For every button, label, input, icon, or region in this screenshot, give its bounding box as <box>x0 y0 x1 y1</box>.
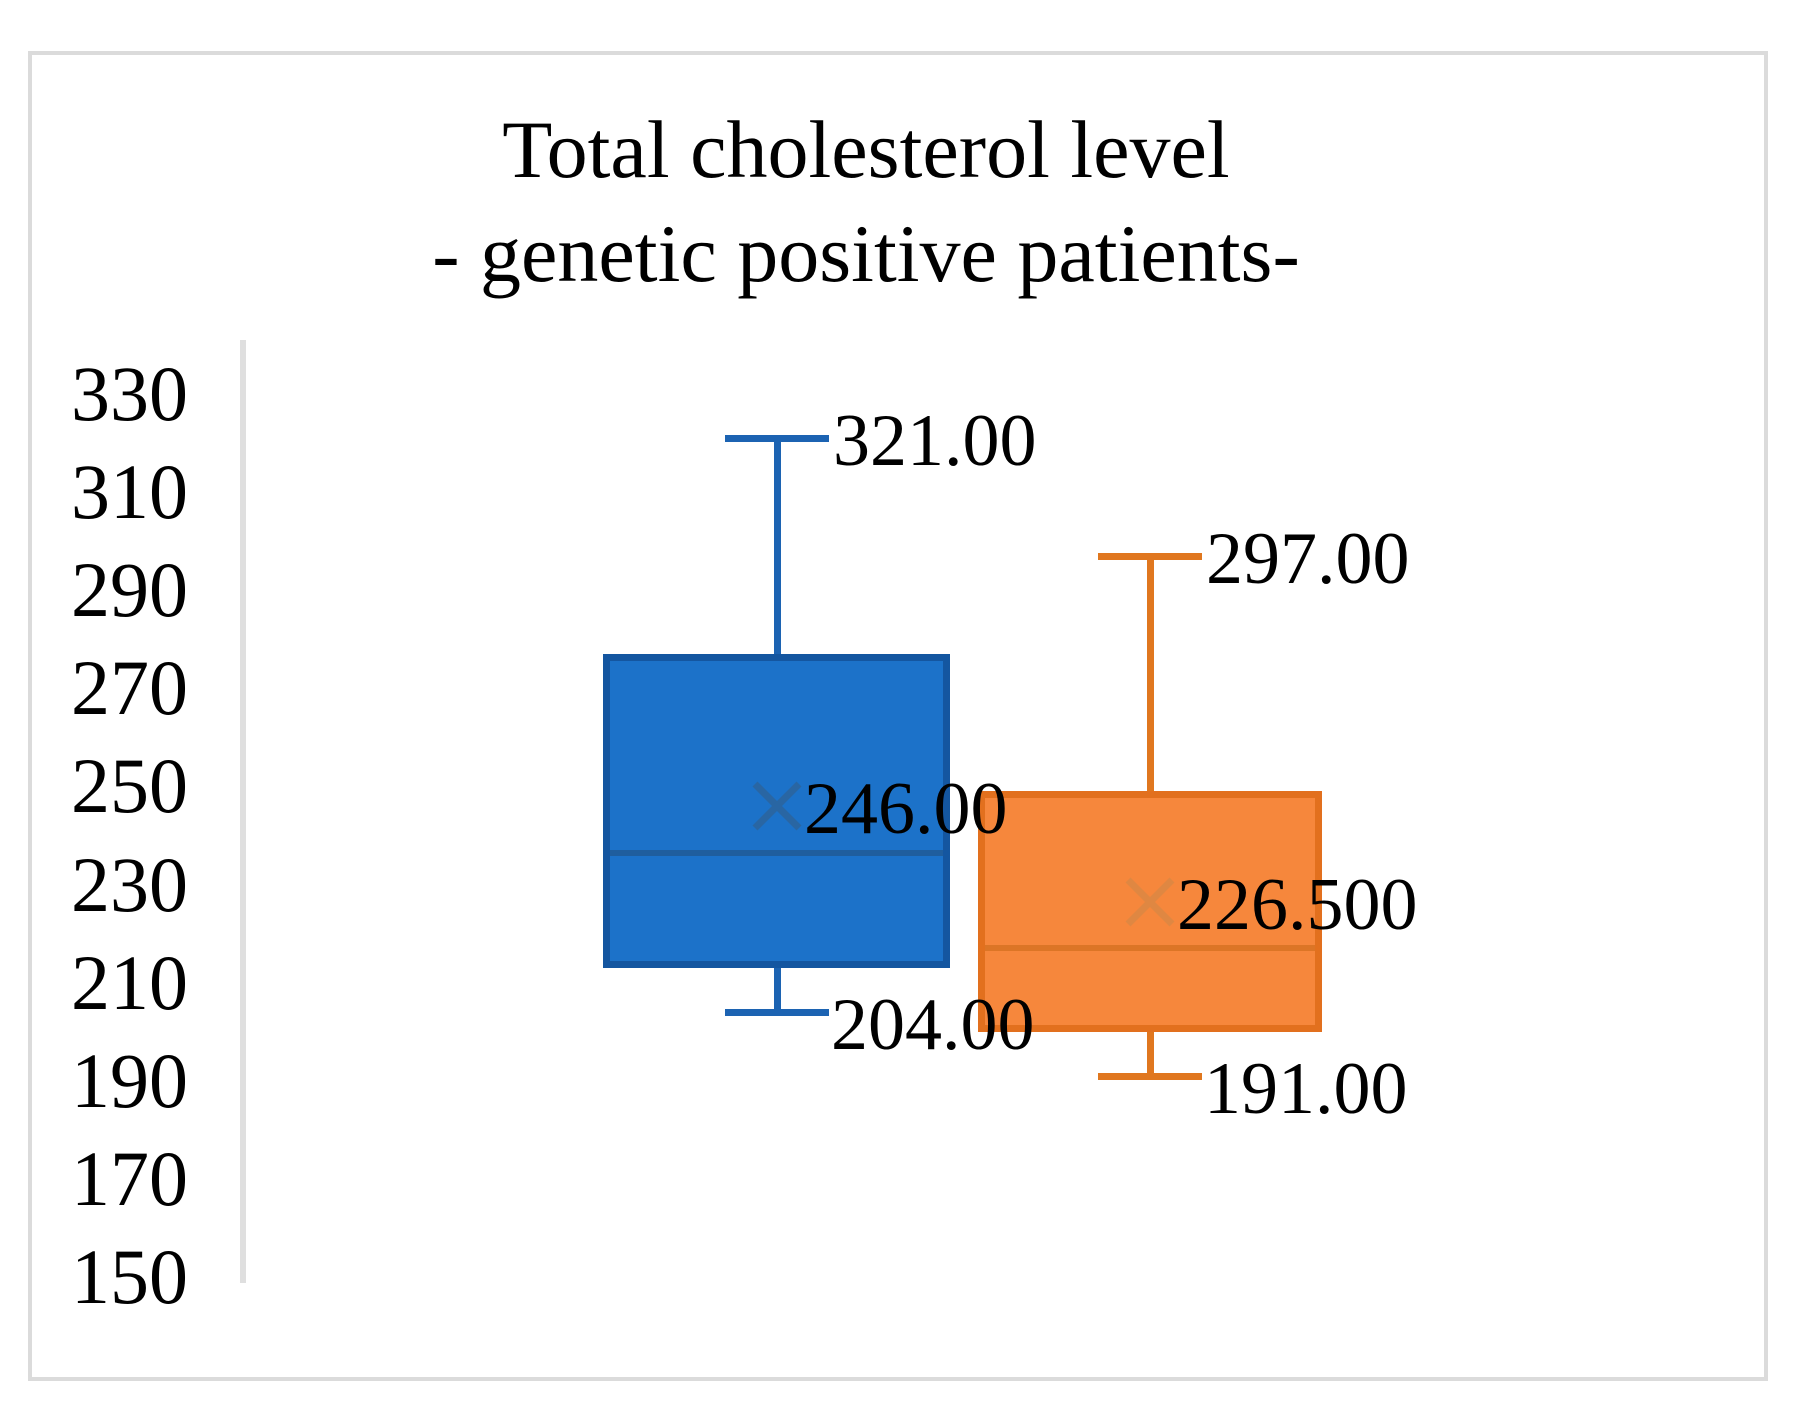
chart-title-line2: - genetic positive patients- <box>432 208 1300 299</box>
mean-marker-box-orange <box>1123 875 1177 929</box>
y-axis-line <box>240 340 246 1283</box>
data-label-mean-box-blue: 246.00 <box>804 768 1008 850</box>
chart-title-line1: Total cholesterol level <box>502 104 1230 195</box>
data-label-mean-box-orange: 226.500 <box>1177 864 1418 946</box>
chart-title: Total cholesterol level - genetic positi… <box>0 98 1732 306</box>
y-axis-tick-label: 170 <box>71 1135 188 1222</box>
mean-marker-box-blue <box>750 779 804 833</box>
whisker-lower-line-box-orange <box>1147 1032 1154 1076</box>
whisker-lower-line-box-blue <box>774 968 781 1012</box>
y-axis-tick-label: 230 <box>71 841 188 928</box>
chart-frame <box>28 51 1768 1381</box>
data-label-min-box-orange: 191.00 <box>1204 1048 1408 1130</box>
whisker-upper-line-box-blue <box>774 438 781 654</box>
whisker-lower-cap-box-orange <box>1098 1073 1202 1080</box>
y-axis-tick-label: 150 <box>71 1233 188 1320</box>
whisker-lower-cap-box-blue <box>725 1009 829 1016</box>
y-axis-tick-label: 330 <box>71 350 188 437</box>
data-label-max-box-blue: 321.00 <box>833 400 1037 482</box>
y-axis-tick-label: 270 <box>71 644 188 731</box>
data-label-min-box-blue: 204.00 <box>831 984 1035 1066</box>
whisker-upper-cap-box-blue <box>725 435 829 442</box>
mean-x-icon <box>752 781 802 831</box>
whisker-upper-line-box-orange <box>1147 556 1154 791</box>
y-axis-tick-label: 310 <box>71 448 188 535</box>
whisker-upper-cap-box-orange <box>1098 553 1202 560</box>
mean-x-icon <box>1125 877 1175 927</box>
box-box-orange <box>978 791 1322 1032</box>
median-line-box-orange <box>985 945 1315 951</box>
y-axis-tick-label: 210 <box>71 939 188 1026</box>
y-axis-tick-label: 250 <box>71 742 188 829</box>
box-box-blue <box>603 654 950 968</box>
median-line-box-blue <box>610 850 943 856</box>
y-axis-tick-label: 290 <box>71 546 188 633</box>
y-axis-tick-label: 190 <box>71 1037 188 1124</box>
data-label-max-box-orange: 297.00 <box>1206 518 1410 600</box>
